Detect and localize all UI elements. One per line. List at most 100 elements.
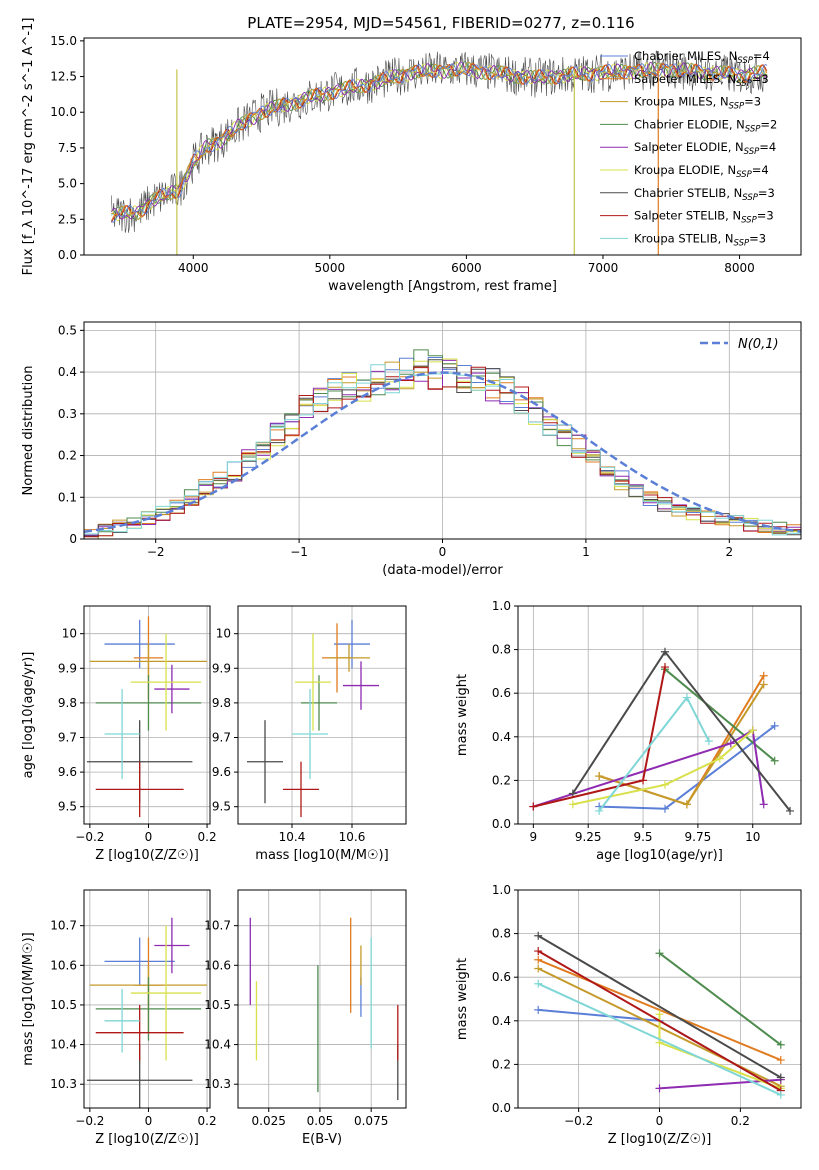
x-axis-label: Z [log10(Z/Z☉)] [95, 1132, 199, 1147]
legend-subscript: SSP [736, 170, 752, 180]
x-tick-label: 0 [145, 830, 153, 844]
y-tick-label: 1.0 [492, 599, 511, 613]
y-tick-label: 10.7 [204, 919, 231, 933]
x-tick-label: 2 [725, 545, 733, 559]
axes-frame [83, 605, 211, 825]
y-axis-label: mass [log10(M/M☉)] [21, 932, 36, 1065]
spectrum-model-2 [110, 62, 768, 222]
panel-8: −0.2 0 0.2 0.0 0.2 0.4 0.6 0.8 1.0 Z [log10(Z/Z☉)… [455, 883, 802, 1147]
y-tick-label: 0.8 [492, 927, 511, 941]
x-tick-label: 9.75 [685, 830, 712, 844]
y-tick-label: 0.1 [58, 490, 77, 504]
y-tick-label: 0.3 [58, 407, 77, 421]
y-tick-label: 10.6 [50, 958, 77, 972]
x-tick-label: 10.4 [279, 830, 306, 844]
weight-marker [770, 721, 779, 730]
y-tick-label: 0.4 [492, 730, 511, 744]
y-tick-label: 10.5 [204, 998, 231, 1012]
legend-label: Kroupa MILES, NSSP=3 [634, 95, 761, 112]
spectrum-model-3 [111, 61, 768, 221]
y-tick-label: 0.2 [58, 449, 77, 463]
axes-frame [517, 605, 802, 825]
spectrum-legend: Chabrier MILES, NSSP=4 Salpeter MILES, NS… [600, 49, 777, 248]
x-tick-label: 0.05 [307, 1114, 334, 1128]
axes-frame [83, 889, 211, 1109]
x-tick-label: −2 [147, 545, 165, 559]
axes-frame [83, 37, 802, 256]
y-tick-label: 0 [69, 532, 77, 546]
y-axis-label: mass weight [455, 958, 470, 1040]
x-axis-label: age [log10(age/yr)] [596, 848, 723, 863]
y-tick-label: 10.4 [204, 1038, 231, 1052]
panel-1: 4000 5000 6000 7000 8000 0.0 2.5 5.0 7.5 10.0 12.5… [21, 18, 802, 294]
x-tick-label: 0 [439, 545, 447, 559]
y-tick-label: 9.6 [212, 765, 231, 779]
legend-label: Chabrier MILES, NSSP=4 [634, 49, 770, 66]
x-axis-label: Z [log10(Z/Z☉)] [608, 1132, 712, 1147]
y-tick-label: 9.8 [212, 696, 231, 710]
weight-line-4 [664, 668, 776, 762]
weight-marker [682, 693, 691, 702]
weight-marker [786, 806, 795, 815]
x-axis-label: E(B-V) [302, 1132, 342, 1147]
y-tick-label: 0.6 [492, 686, 511, 700]
axes-frame [237, 889, 407, 1109]
plot-area [534, 931, 785, 1099]
weight-line-6 [572, 729, 754, 806]
weight-marker [529, 802, 538, 811]
weight-marker [595, 772, 604, 781]
y-tick-label: 9.9 [212, 661, 231, 675]
y-axis-label: Normed distribution [21, 366, 36, 496]
x-tick-label: 0 [145, 1114, 153, 1128]
x-tick-label: 8000 [724, 261, 755, 275]
weight-marker [660, 804, 669, 813]
weight-marker [776, 1040, 785, 1049]
legend-rest: =2 [760, 117, 777, 131]
weight-marker [770, 756, 779, 765]
x-tick-label: 0 [656, 1114, 664, 1128]
weight-line-5 [533, 728, 765, 808]
legend-subscript: SSP [729, 102, 745, 112]
x-tick-label: −0.2 [75, 1114, 104, 1128]
spectrum-model-4 [111, 61, 768, 220]
y-tick-label: 0.2 [492, 773, 511, 787]
panel-4: 10.4 10.6 9.5 9.6 9.7 9.8 9.9 10 mass [log10(M/M… [212, 605, 407, 863]
x-tick-label: 4000 [178, 261, 209, 275]
y-tick-label: 12.5 [50, 70, 77, 84]
y-tick-label: 10 [216, 627, 231, 641]
weight-marker [639, 776, 648, 785]
legend-rest: =3 [752, 72, 769, 86]
plot-area [110, 50, 768, 255]
x-axis-label: (data-model)/error [382, 563, 503, 578]
legend-subscript: SSP [737, 56, 753, 66]
y-tick-label: 0.2 [492, 1057, 511, 1071]
panel-3: −0.2 0 0.2 9.5 9.6 9.7 9.8 9.9 10 Z [log10(Z/Z☉)]… [21, 605, 217, 863]
weight-marker [759, 800, 768, 809]
legend-rest: =3 [749, 231, 766, 245]
y-tick-label: 9.6 [58, 765, 77, 779]
weight-marker [655, 1010, 664, 1019]
plot-area [529, 647, 795, 815]
legend-rest: =4 [759, 140, 776, 154]
legend-subscript: SSP [742, 193, 758, 203]
y-axis-label: age [log10(age/yr)] [21, 652, 36, 779]
legend-rest: =3 [744, 95, 761, 109]
x-tick-label: 1 [582, 545, 590, 559]
weight-marker [660, 780, 669, 789]
y-tick-label: 10.5 [50, 998, 77, 1012]
y-axis-label: Flux [f_λ 10^-17 erg cm^-2 s^-1 A^-1] [21, 18, 36, 276]
y-tick-label: 0.0 [58, 248, 77, 262]
y-axis-label: mass weight [455, 674, 470, 756]
y-tick-label: 0.0 [492, 1101, 511, 1115]
weight-marker [655, 1084, 664, 1093]
x-tick-label: 5000 [315, 261, 346, 275]
axes-frame [237, 605, 407, 825]
y-tick-label: 10.3 [50, 1077, 77, 1091]
spectrum-model-1 [110, 63, 768, 223]
y-tick-label: 9.5 [212, 800, 231, 814]
y-tick-label: 10.6 [204, 958, 231, 972]
x-tick-label: 0.2 [198, 1114, 217, 1128]
y-tick-label: 0.5 [58, 323, 77, 337]
panel-7: 0.025 0.05 0.075 10.3 10.4 10.5 10.6 10.7 E(B-V) [204, 889, 407, 1147]
y-tick-label: 2.5 [58, 212, 77, 226]
